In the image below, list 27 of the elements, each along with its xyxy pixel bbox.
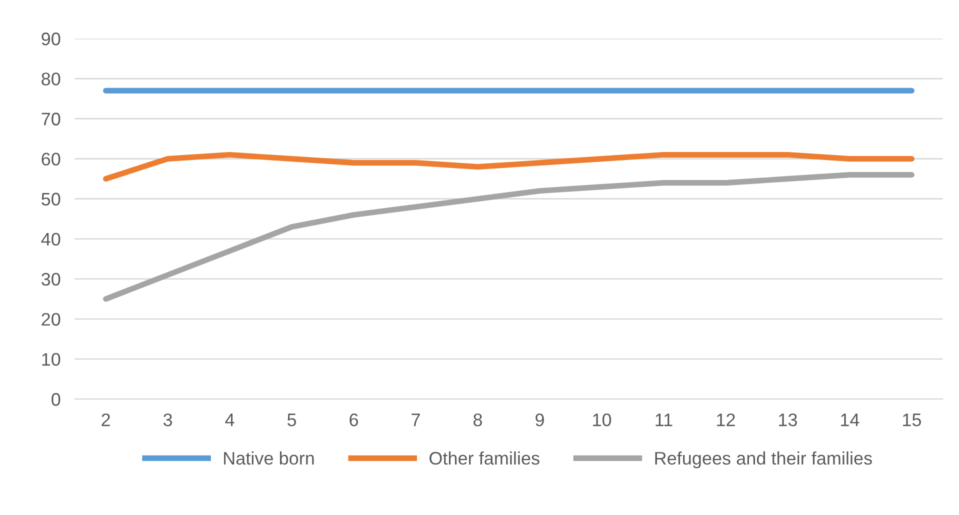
x-tick-label: 4 xyxy=(225,414,234,426)
legend-label: Other families xyxy=(430,451,540,465)
x-tick-label: 10 xyxy=(593,413,612,426)
y-tick-label: 40 xyxy=(41,232,60,246)
x-tick-label: 12 xyxy=(717,413,735,426)
y-tick-label: 30 xyxy=(42,272,60,286)
y-tick-label: 10 xyxy=(42,353,60,366)
legend-label: Refugees and their families xyxy=(655,451,872,468)
x-tick-label: 2 xyxy=(102,413,110,426)
x-tick-label: 5 xyxy=(287,414,296,426)
y-tick-label: 20 xyxy=(42,312,60,326)
y-tick-label: 0 xyxy=(52,393,60,406)
x-tick-label: 6 xyxy=(350,413,358,426)
x-tick-label: 11 xyxy=(656,414,672,426)
x-tick-label: 8 xyxy=(474,413,482,426)
x-tick-label: 14 xyxy=(841,414,860,426)
x-tick-label: 7 xyxy=(412,414,420,426)
y-tick-label: 50 xyxy=(42,192,60,206)
y-tick-label: 60 xyxy=(42,152,60,166)
x-tick-label: 13 xyxy=(779,413,797,426)
y-tick-label: 70 xyxy=(42,112,60,126)
y-tick-label: 80 xyxy=(42,72,60,86)
x-tick-label: 3 xyxy=(163,413,172,426)
x-tick-label: 15 xyxy=(903,414,921,426)
legend-label: Native born xyxy=(224,451,314,465)
y-tick-label: 90 xyxy=(42,32,60,46)
x-tick-label: 9 xyxy=(536,413,544,426)
